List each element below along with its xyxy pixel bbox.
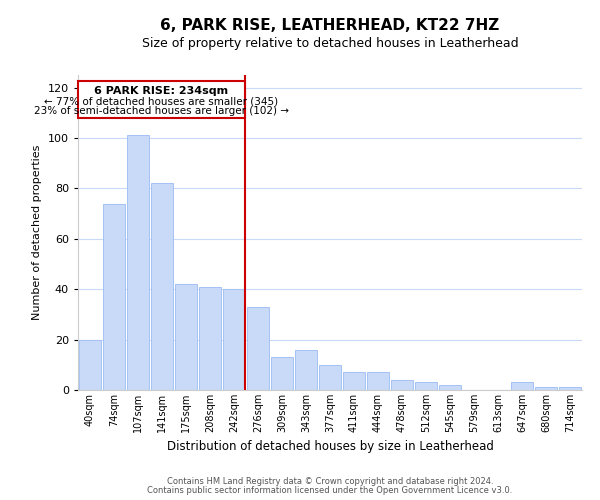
Text: ← 77% of detached houses are smaller (345): ← 77% of detached houses are smaller (34… bbox=[44, 96, 278, 106]
Bar bbox=[271, 357, 293, 390]
Bar bbox=[295, 350, 317, 390]
Bar bbox=[439, 385, 461, 390]
Bar bbox=[391, 380, 413, 390]
Bar bbox=[175, 284, 197, 390]
Bar bbox=[79, 340, 101, 390]
Bar bbox=[367, 372, 389, 390]
Text: Contains HM Land Registry data © Crown copyright and database right 2024.: Contains HM Land Registry data © Crown c… bbox=[167, 477, 493, 486]
X-axis label: Distribution of detached houses by size in Leatherhead: Distribution of detached houses by size … bbox=[167, 440, 493, 454]
Bar bbox=[223, 289, 245, 390]
Text: 23% of semi-detached houses are larger (102) →: 23% of semi-detached houses are larger (… bbox=[34, 106, 289, 117]
Text: Size of property relative to detached houses in Leatherhead: Size of property relative to detached ho… bbox=[142, 38, 518, 51]
Bar bbox=[127, 136, 149, 390]
Y-axis label: Number of detached properties: Number of detached properties bbox=[32, 145, 42, 320]
Bar bbox=[415, 382, 437, 390]
Text: 6, PARK RISE, LEATHERHEAD, KT22 7HZ: 6, PARK RISE, LEATHERHEAD, KT22 7HZ bbox=[160, 18, 500, 32]
Bar bbox=[559, 388, 581, 390]
Text: 6 PARK RISE: 234sqm: 6 PARK RISE: 234sqm bbox=[94, 86, 229, 97]
FancyBboxPatch shape bbox=[78, 82, 245, 118]
Bar bbox=[199, 286, 221, 390]
Bar bbox=[151, 184, 173, 390]
Bar bbox=[535, 388, 557, 390]
Bar bbox=[511, 382, 533, 390]
Bar bbox=[247, 307, 269, 390]
Bar bbox=[319, 365, 341, 390]
Text: Contains public sector information licensed under the Open Government Licence v3: Contains public sector information licen… bbox=[148, 486, 512, 495]
Bar bbox=[343, 372, 365, 390]
Bar bbox=[103, 204, 125, 390]
